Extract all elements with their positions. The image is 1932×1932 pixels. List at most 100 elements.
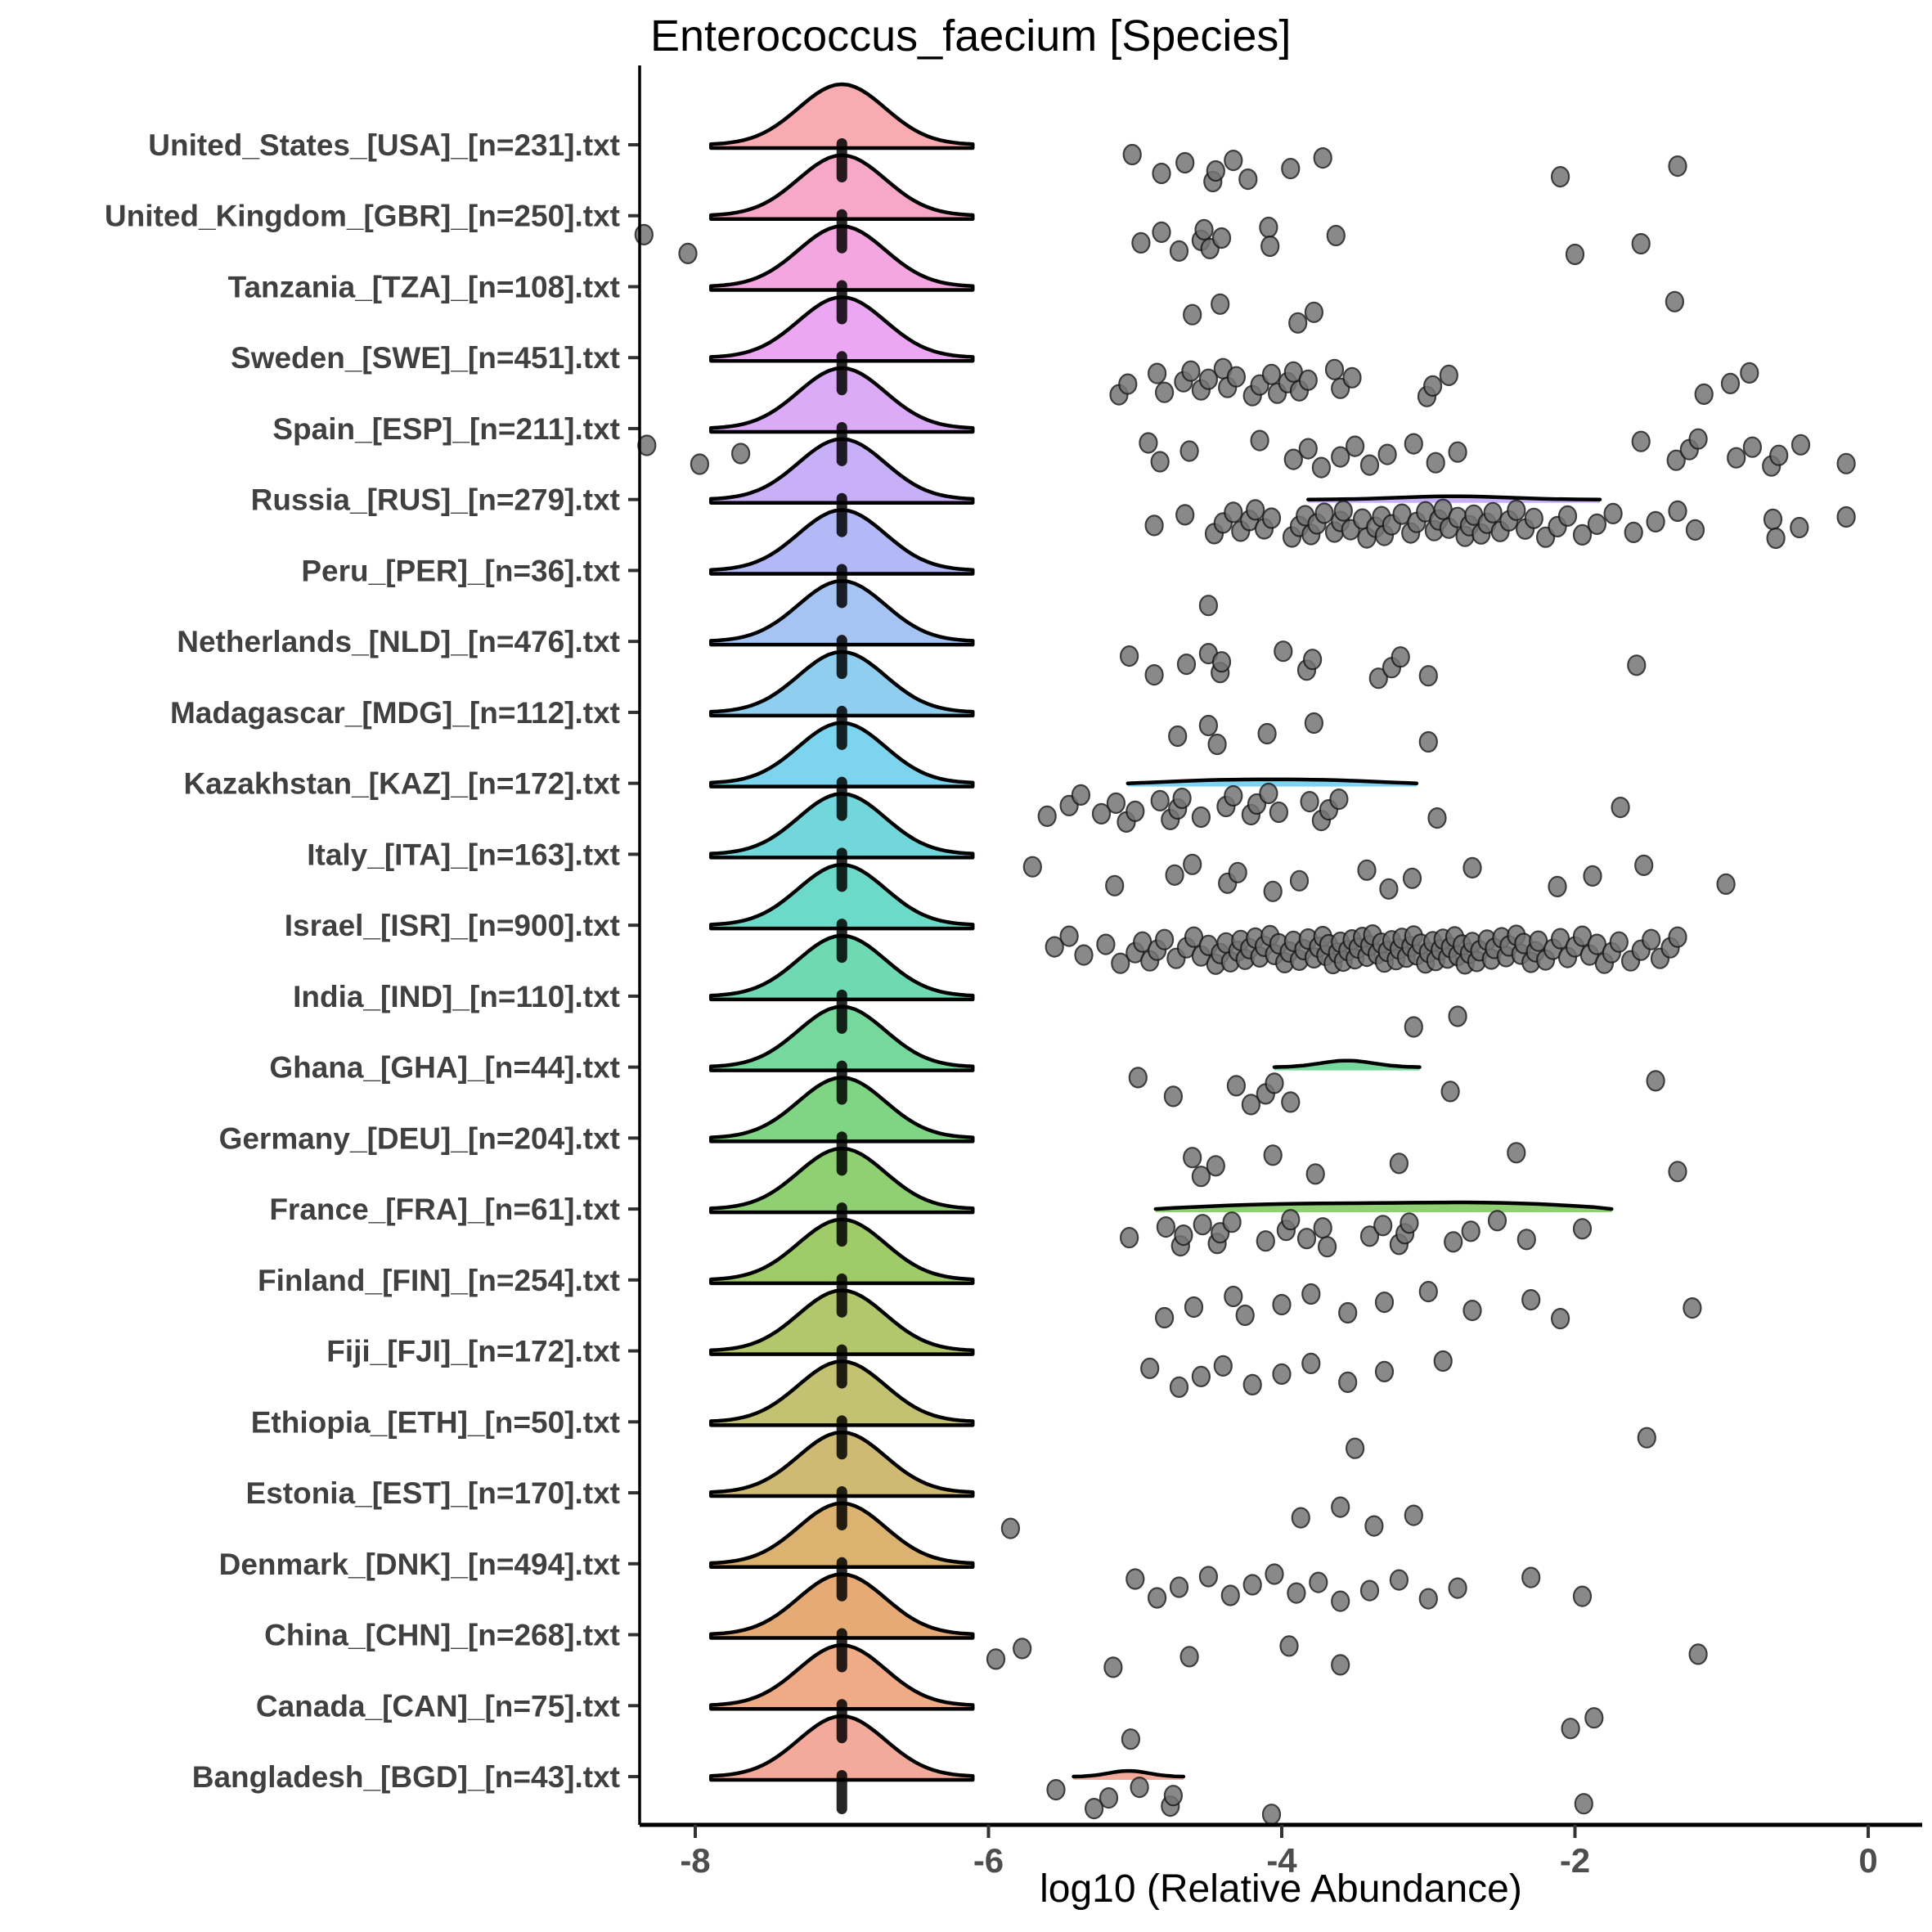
sample-point — [1418, 665, 1438, 687]
sample-point — [1126, 800, 1145, 823]
sample-point — [1179, 440, 1199, 462]
x-axis-title: log10 (Relative Abundance) — [1040, 1867, 1522, 1911]
sample-point — [1584, 1707, 1604, 1729]
row-label-21: Denmark_[DNK]_[n=494].txt — [219, 1548, 620, 1581]
row-label-19: Ethiopia_[ETH]_[n=50].txt — [251, 1405, 620, 1439]
sample-point — [1439, 364, 1458, 386]
sample-point — [1261, 363, 1282, 385]
sample-point — [1213, 1355, 1233, 1377]
sample-point — [1198, 714, 1219, 737]
flat-ridge-line-24 — [1072, 1768, 1186, 1779]
sample-point — [1389, 1569, 1409, 1591]
sample-point — [1154, 928, 1175, 950]
sample-point — [1283, 448, 1303, 470]
sample-point — [1175, 504, 1195, 526]
sample-point — [1259, 782, 1278, 805]
sample-point — [1359, 1225, 1380, 1247]
sample-point — [1603, 502, 1623, 525]
sample-point — [1111, 952, 1130, 974]
sample-point — [1179, 1646, 1199, 1668]
sample-point — [1685, 519, 1705, 541]
sample-point — [1836, 505, 1856, 528]
sample-point — [1742, 436, 1762, 458]
sample-point — [1298, 369, 1318, 391]
zero-values-bar-17 — [836, 1273, 847, 1318]
sample-point — [1226, 366, 1247, 388]
sample-point — [1389, 1152, 1409, 1175]
zero-values-bar-8 — [836, 635, 847, 680]
sample-point — [1172, 787, 1192, 810]
sample-point — [1422, 375, 1443, 397]
x-tick-label--2: -2 — [1560, 1841, 1590, 1880]
sample-point — [1550, 1307, 1570, 1330]
sample-point — [1462, 1299, 1482, 1322]
sample-point — [1338, 1301, 1358, 1324]
sample-point — [1144, 663, 1164, 686]
sample-point — [1448, 1577, 1467, 1599]
zero-values-bar-10 — [836, 776, 847, 821]
sample-point — [1304, 712, 1324, 735]
sample-point — [1427, 806, 1447, 829]
sample-point — [1289, 869, 1310, 892]
sample-point — [1183, 1147, 1202, 1169]
sample-point — [1259, 216, 1278, 239]
sample-point — [1668, 926, 1687, 948]
sample-point — [1207, 733, 1227, 756]
sample-point — [1331, 1654, 1350, 1676]
sample-point — [1246, 499, 1265, 521]
sample-point — [1206, 160, 1225, 182]
zero-values-bar-11 — [836, 847, 847, 892]
sample-point — [1342, 366, 1362, 389]
zero-values-bar-5 — [836, 421, 847, 466]
sample-point — [1144, 514, 1164, 537]
density-ridge-1 — [709, 82, 975, 151]
sample-point — [1302, 649, 1323, 671]
sample-point — [1226, 1075, 1247, 1097]
sample-point — [1572, 523, 1593, 546]
flat-ridges-layer — [1072, 494, 1614, 1781]
sample-point — [1169, 240, 1189, 262]
sample-point — [1666, 449, 1686, 471]
sample-point — [1131, 231, 1151, 254]
zero-values-bar-22 — [836, 1628, 847, 1673]
sample-point — [678, 242, 698, 264]
zero-values-bar-20 — [836, 1486, 847, 1531]
row-label-18: Fiji_[FJI]_[n=172].txt — [326, 1335, 620, 1368]
row-label-17: Finland_[FIN]_[n=254].txt — [258, 1264, 620, 1297]
sample-point — [1241, 1094, 1261, 1116]
sample-point — [1550, 166, 1570, 188]
zero-values-bar-4 — [836, 351, 847, 396]
sample-point — [1168, 725, 1188, 748]
flat-ridge-line-6 — [1306, 494, 1602, 501]
row-label-10: Kazakhstan_[KAZ]_[n=172].txt — [183, 767, 620, 801]
row-label-16: France_[FRA]_[n=61].txt — [269, 1193, 620, 1226]
sample-point — [1242, 1373, 1262, 1396]
sample-point — [1557, 505, 1578, 528]
sample-point — [1301, 1283, 1321, 1305]
sample-point — [1242, 1574, 1262, 1596]
sample-point — [1206, 1155, 1225, 1177]
sample-point — [1313, 1217, 1332, 1239]
flat-ridge-fill-24 — [1073, 1771, 1184, 1781]
sample-point — [1720, 372, 1741, 394]
sample-point — [1257, 722, 1277, 745]
sample-point — [1402, 867, 1422, 889]
sample-point — [1122, 143, 1142, 166]
sample-point — [1140, 1357, 1160, 1380]
sample-point — [1631, 232, 1651, 255]
sample-point — [1561, 1718, 1580, 1740]
sample-point — [1175, 151, 1195, 174]
sample-point — [1668, 155, 1687, 177]
sample-point — [1304, 301, 1324, 323]
sample-point — [1624, 521, 1643, 544]
sample-point — [1766, 527, 1786, 550]
sample-point — [1611, 796, 1630, 819]
sample-point — [1574, 1793, 1593, 1815]
row-label-13: India_[IND]_[n=110].txt — [293, 980, 620, 1013]
zero-values-bar-7 — [836, 564, 847, 609]
sample-point — [1769, 444, 1789, 466]
sample-point — [1154, 1306, 1175, 1329]
row-label-14: Ghana_[GHA]_[n=44].txt — [269, 1051, 620, 1085]
